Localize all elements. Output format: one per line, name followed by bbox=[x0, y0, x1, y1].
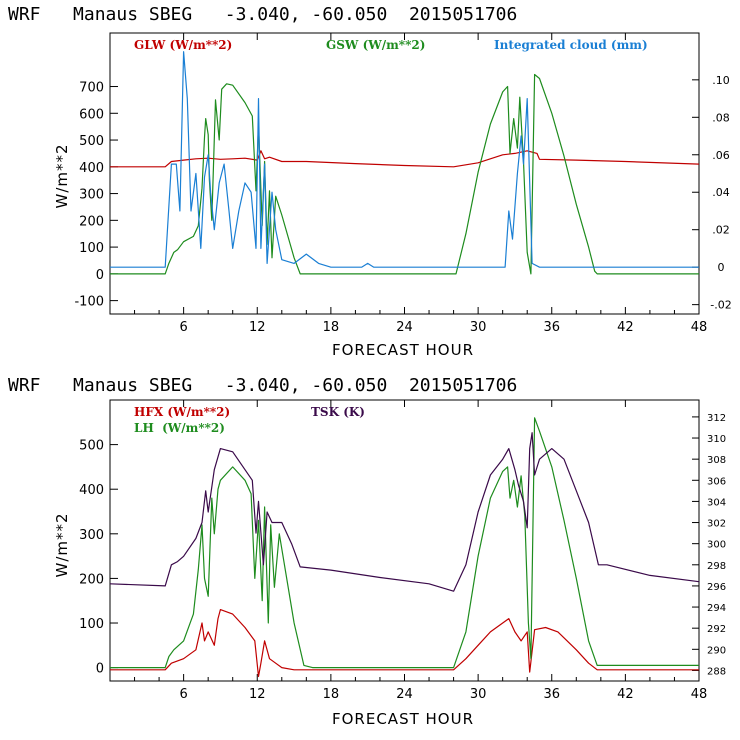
bottom-chart-title: WRF Manaus SBEG -3.040, -60.050 20150517… bbox=[8, 375, 517, 396]
top-y-axis-label: W/m**2 bbox=[53, 143, 71, 208]
bottom-x-tick-label: 48 bbox=[691, 687, 708, 702]
bottom-y-tick-label: 500 bbox=[79, 439, 104, 454]
bottom-y2-tick-label: 302 bbox=[707, 519, 726, 530]
top-y-tick-label: 100 bbox=[79, 241, 104, 256]
top-series-gsw bbox=[110, 73, 699, 275]
top-x-tick-label: 18 bbox=[323, 320, 340, 335]
top-y-tick-label: 300 bbox=[79, 188, 104, 203]
top-x-tick-label: 24 bbox=[396, 320, 413, 335]
top-y2-tick-label: -.02 bbox=[710, 299, 731, 312]
top-x-tick-label: 12 bbox=[249, 320, 266, 335]
bottom-y2-tick-label: 300 bbox=[707, 540, 726, 551]
top-y-tick-label: 700 bbox=[79, 81, 104, 96]
bottom-legend-hfx: HFX (W/m**2) bbox=[134, 405, 230, 419]
top-x-tick-label: 30 bbox=[470, 320, 487, 335]
top-legend-gsw: GSW (W/m**2) bbox=[326, 38, 425, 52]
bottom-legend-lh: LH (W/m**2) bbox=[134, 421, 225, 435]
top-legend-cloud: Integrated cloud (mm) bbox=[494, 38, 648, 52]
top-y2-tick-label: 0 bbox=[718, 261, 725, 274]
bottom-x-axis-label: FORECAST HOUR bbox=[332, 710, 474, 728]
bottom-series-hfx bbox=[110, 608, 699, 678]
bottom-x-tick-label: 18 bbox=[323, 687, 340, 702]
top-series-group bbox=[110, 51, 700, 275]
bottom-series-group bbox=[109, 417, 700, 678]
bottom-y2-tick-label: 292 bbox=[707, 624, 726, 635]
bottom-y2-tick-label: 312 bbox=[707, 413, 726, 424]
top-series-integrated-cloud bbox=[110, 51, 699, 268]
bottom-y2-tick-label: 304 bbox=[707, 497, 726, 508]
top-y2-tick-label: .10 bbox=[712, 74, 730, 87]
top-y-tick-label: -100 bbox=[74, 295, 104, 310]
top-y-tick-label: 600 bbox=[79, 107, 104, 122]
bottom-x-tick-label: 12 bbox=[249, 687, 266, 702]
top-y-tick-label: 400 bbox=[79, 161, 104, 176]
top-x-tick-label: 48 bbox=[691, 320, 708, 335]
bottom-series-tsk bbox=[109, 432, 700, 592]
bottom-y2-tick-label: 298 bbox=[707, 561, 726, 572]
bottom-y2-tick-label: 296 bbox=[707, 582, 726, 593]
top-x-tick-label: 36 bbox=[543, 320, 560, 335]
bottom-x-tick-label: 24 bbox=[396, 687, 413, 702]
bottom-x-tick-label: 36 bbox=[543, 687, 560, 702]
top-y2-tick-label: .04 bbox=[712, 186, 730, 199]
bottom-y2-tick-label: 308 bbox=[707, 455, 726, 466]
top-series-glw bbox=[110, 150, 700, 168]
bottom-y-tick-label: 400 bbox=[79, 483, 104, 498]
bottom-y2-tick-label: 290 bbox=[707, 645, 726, 656]
bottom-axes: 6 12 18 24 30 36 42 48 0 100 200 300 400 500 288 290 292… bbox=[79, 400, 726, 702]
top-chart-title: WRF Manaus SBEG -3.040, -60.050 20150517… bbox=[8, 4, 517, 25]
bottom-series-lh bbox=[110, 417, 699, 669]
top-axes: 6 12 18 24 30 36 42 48 -100 0 100 200 300 400 500 600 70… bbox=[74, 33, 732, 335]
bottom-y2-tick-label: 306 bbox=[707, 476, 726, 487]
bottom-y-axis-label: W/m**2 bbox=[53, 512, 71, 577]
top-y2-tick-label: .02 bbox=[712, 224, 730, 237]
bottom-x-tick-label: 42 bbox=[617, 687, 634, 702]
top-panel: WRF Manaus SBEG -3.040, -60.050 20150517… bbox=[8, 4, 732, 359]
top-x-tick-label: 6 bbox=[179, 320, 187, 335]
bottom-y-tick-label: 0 bbox=[96, 662, 104, 677]
bottom-panel: WRF Manaus SBEG -3.040, -60.050 20150517… bbox=[8, 375, 726, 728]
bottom-y2-tick-label: 310 bbox=[707, 434, 726, 445]
top-x-axis-label: FORECAST HOUR bbox=[332, 341, 474, 359]
top-y-tick-label: 500 bbox=[79, 134, 104, 149]
bottom-y2-tick-label: 294 bbox=[707, 603, 726, 614]
bottom-y-tick-label: 200 bbox=[79, 572, 104, 587]
bottom-legend-tsk: TSK (K) bbox=[311, 405, 365, 419]
top-y2-tick-label: .08 bbox=[712, 111, 730, 124]
top-plot-frame bbox=[109, 32, 700, 315]
bottom-y-tick-label: 300 bbox=[79, 528, 104, 543]
bottom-x-tick-label: 6 bbox=[179, 687, 187, 702]
top-y-tick-label: 0 bbox=[96, 268, 104, 283]
top-x-tick-label: 42 bbox=[617, 320, 634, 335]
bottom-x-tick-label: 30 bbox=[470, 687, 487, 702]
bottom-y2-tick-label: 288 bbox=[707, 666, 726, 677]
top-legend-glw: GLW (W/m**2) bbox=[134, 38, 232, 52]
bottom-y-tick-label: 100 bbox=[79, 617, 104, 632]
top-y2-tick-label: .06 bbox=[712, 149, 730, 162]
top-y-tick-label: 200 bbox=[79, 214, 104, 229]
